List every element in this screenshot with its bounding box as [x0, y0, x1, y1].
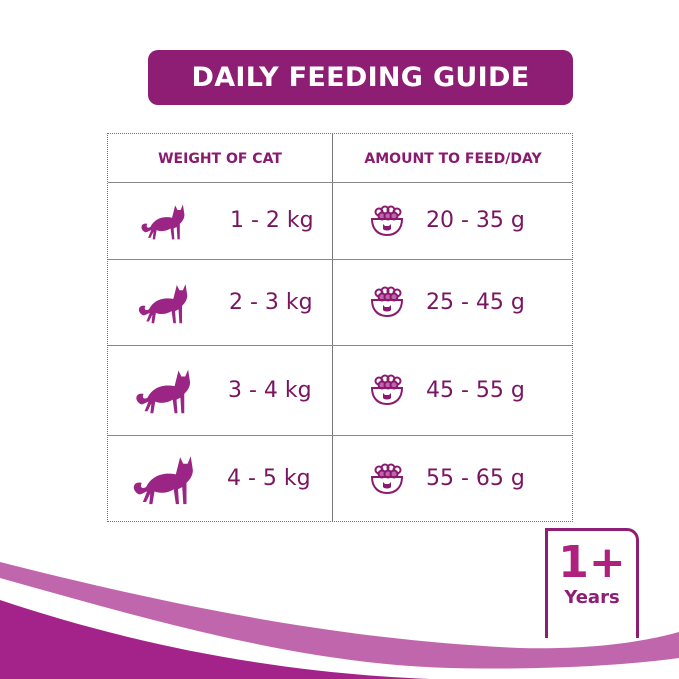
weight-cell: 4 - 5 kg	[129, 435, 319, 522]
row-divider	[108, 345, 572, 346]
age-badge: 1+ Years	[545, 528, 639, 638]
food-bowl-icon	[370, 286, 404, 318]
amount-value: 55 - 65 g	[426, 466, 525, 491]
cat-silhouette-icon	[141, 204, 185, 240]
header-weight: WEIGHT OF CAT	[158, 150, 282, 167]
weight-cell: 3 - 4 kg	[132, 345, 322, 435]
amount-cell: 20 - 35 g	[370, 182, 570, 259]
amount-value: 25 - 45 g	[426, 289, 525, 315]
header-amount: AMOUNT TO FEED/DAY	[364, 150, 542, 167]
row-divider	[108, 182, 572, 183]
amount-cell: 45 - 55 g	[370, 345, 570, 435]
cat-silhouette-icon	[136, 369, 191, 414]
banner-title: DAILY FEEDING GUIDE	[191, 62, 530, 93]
weight-cell: 1 - 2 kg	[138, 182, 328, 259]
cat-silhouette-icon	[138, 283, 188, 323]
weight-value: 2 - 3 kg	[229, 289, 313, 315]
row-divider	[108, 435, 572, 436]
age-unit: Years	[564, 587, 620, 608]
column-divider	[332, 134, 333, 521]
row-divider	[108, 259, 572, 260]
weight-value: 1 - 2 kg	[230, 208, 314, 233]
amount-value: 20 - 35 g	[426, 208, 525, 233]
weight-cell: 2 - 3 kg	[135, 259, 325, 345]
weight-value: 4 - 5 kg	[227, 466, 311, 491]
feeding-table: WEIGHT OF CAT AMOUNT TO FEED/DAY 1 - 2 k…	[107, 133, 573, 522]
amount-cell: 55 - 65 g	[370, 435, 570, 522]
feeding-guide-banner: DAILY FEEDING GUIDE	[148, 50, 573, 105]
weight-value: 3 - 4 kg	[228, 377, 312, 403]
amount-value: 45 - 55 g	[426, 377, 525, 403]
food-bowl-icon	[370, 374, 404, 406]
food-bowl-icon	[370, 205, 404, 236]
cat-silhouette-icon	[133, 456, 193, 505]
food-bowl-icon	[370, 463, 404, 494]
age-value: 1+	[558, 537, 626, 588]
amount-cell: 25 - 45 g	[370, 259, 570, 345]
decorative-swoosh	[0, 562, 679, 679]
